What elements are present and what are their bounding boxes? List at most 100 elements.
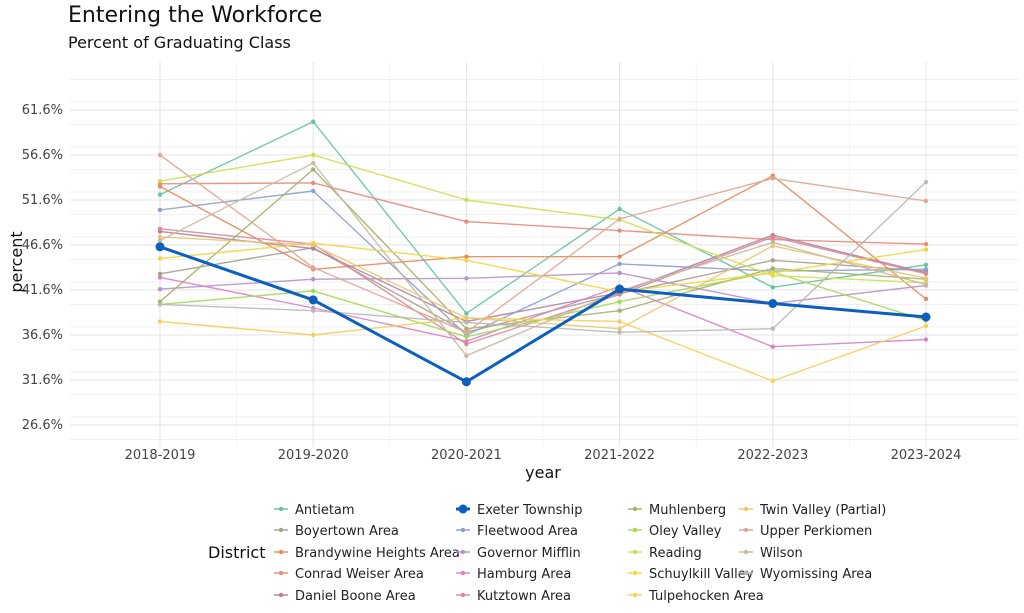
x-tick-label: 2019-2020: [278, 448, 349, 463]
y-tick-label: 26.6%: [22, 418, 63, 433]
legend-label: Wilson: [760, 546, 803, 561]
x-tick-label: 2023-2024: [891, 448, 962, 463]
legend-item-boyertown-area: Boyertown Area: [274, 524, 399, 539]
data-point: [770, 258, 775, 263]
data-point: [464, 254, 469, 259]
series-lines: [155, 119, 931, 387]
chart-subtitle: Percent of Graduating Class: [68, 33, 291, 52]
data-point: [311, 167, 316, 172]
legend-item-daniel-boone-area: Daniel Boone Area: [274, 589, 416, 604]
series-upper-perkiomen: [157, 152, 929, 335]
legend-item-oley-valley: Oley Valley: [628, 524, 722, 539]
series-wilson: [157, 160, 929, 358]
legend-key-point: [460, 592, 466, 598]
legend-key-point: [458, 504, 468, 514]
series-antietam: [157, 119, 929, 316]
data-point: [311, 119, 316, 124]
legend-label: Governor Mifflin: [477, 546, 581, 561]
data-point: [311, 242, 316, 248]
data-point: [157, 226, 163, 231]
data-point: [617, 228, 622, 233]
data-point: [464, 326, 469, 331]
legend-label: Kutztown Area: [477, 589, 571, 604]
data-point: [923, 296, 929, 302]
legend-item-muhlenberg: Muhlenberg: [628, 503, 726, 518]
data-point: [464, 330, 469, 335]
data-point: [157, 286, 163, 292]
x-axis-title: year: [525, 463, 561, 482]
data-point: [923, 323, 929, 329]
gridlines: [70, 62, 1018, 447]
legend-label: Conrad Weiser Area: [295, 567, 424, 582]
data-point: [157, 302, 163, 307]
legend-label: Tulpehocken Area: [648, 589, 764, 604]
legend-label: Brandywine Heights Area: [295, 546, 460, 561]
data-point: [923, 282, 929, 287]
legend-title: District: [208, 543, 265, 562]
y-tick-label: 56.6%: [22, 148, 63, 163]
data-point: [464, 311, 469, 316]
legend-label: Twin Valley (Partial): [759, 503, 886, 518]
series-conrad-weiser-area: [157, 180, 929, 247]
legend-key-point: [278, 592, 284, 598]
series-line-tulpehocken-area: [159, 317, 927, 382]
legend-label: Reading: [649, 546, 702, 561]
x-tick-label: 2020-2021: [431, 448, 502, 463]
y-tick-label: 46.6%: [22, 238, 63, 253]
legend-label: Oley Valley: [649, 524, 722, 539]
series-line-hamburg-area: [159, 276, 927, 348]
data-point: [311, 265, 316, 270]
data-point: [617, 299, 622, 304]
legend-key-point: [632, 549, 638, 555]
data-point: [464, 320, 469, 325]
legend-label: Schuylkill Valley: [649, 567, 754, 582]
data-point: [770, 344, 775, 349]
legend-item-twin-valley-partial: Twin Valley (Partial): [739, 503, 886, 518]
legend-key-point: [460, 570, 466, 576]
data-point: [770, 378, 775, 384]
series-line-conrad-weiser-area: [159, 182, 927, 245]
legend-label: Muhlenberg: [649, 503, 726, 518]
legend-item-upper-perkiomen: Upper Perkiomen: [739, 524, 872, 539]
data-point: [923, 267, 929, 272]
data-point: [157, 152, 163, 158]
data-point: [464, 197, 469, 203]
data-point: [923, 271, 929, 276]
data-point: [157, 238, 163, 243]
legend-label: Wyomissing Area: [760, 567, 872, 582]
data-point: [617, 330, 622, 335]
legend-key-point: [632, 570, 638, 576]
data-point: [308, 295, 318, 305]
data-point: [770, 270, 775, 276]
data-point: [770, 240, 775, 245]
data-point: [464, 341, 469, 347]
legend-label: Upper Perkiomen: [760, 524, 872, 539]
data-point: [617, 206, 622, 212]
data-point: [770, 234, 775, 240]
data-point: [157, 256, 163, 261]
legend-item-conrad-weiser-area: Conrad Weiser Area: [274, 567, 424, 582]
data-point: [311, 288, 316, 294]
series-line-brandywine-heights-area: [159, 174, 927, 300]
data-point: [311, 308, 316, 313]
data-point: [770, 285, 775, 290]
series-line-reading: [159, 154, 927, 284]
y-tick-label: 36.6%: [22, 328, 63, 343]
data-point: [617, 254, 622, 259]
data-point: [617, 319, 622, 324]
data-point: [311, 180, 316, 186]
legend-label: Exeter Township: [477, 503, 583, 518]
legend-key-point: [460, 549, 466, 555]
series-line-exeter-township: [159, 245, 927, 384]
series-line-antietam: [159, 120, 927, 315]
y-tick-label: 41.6%: [22, 283, 63, 298]
data-point: [768, 299, 778, 308]
data-point: [157, 319, 163, 324]
data-point: [923, 247, 929, 252]
legend-key-point: [743, 527, 749, 533]
legend-item-governor-mifflin: Governor Mifflin: [456, 546, 581, 561]
legend-label: Hamburg Area: [477, 567, 571, 582]
series-tulpehocken-area: [157, 315, 929, 384]
series-line-boyertown-area: [159, 246, 927, 333]
